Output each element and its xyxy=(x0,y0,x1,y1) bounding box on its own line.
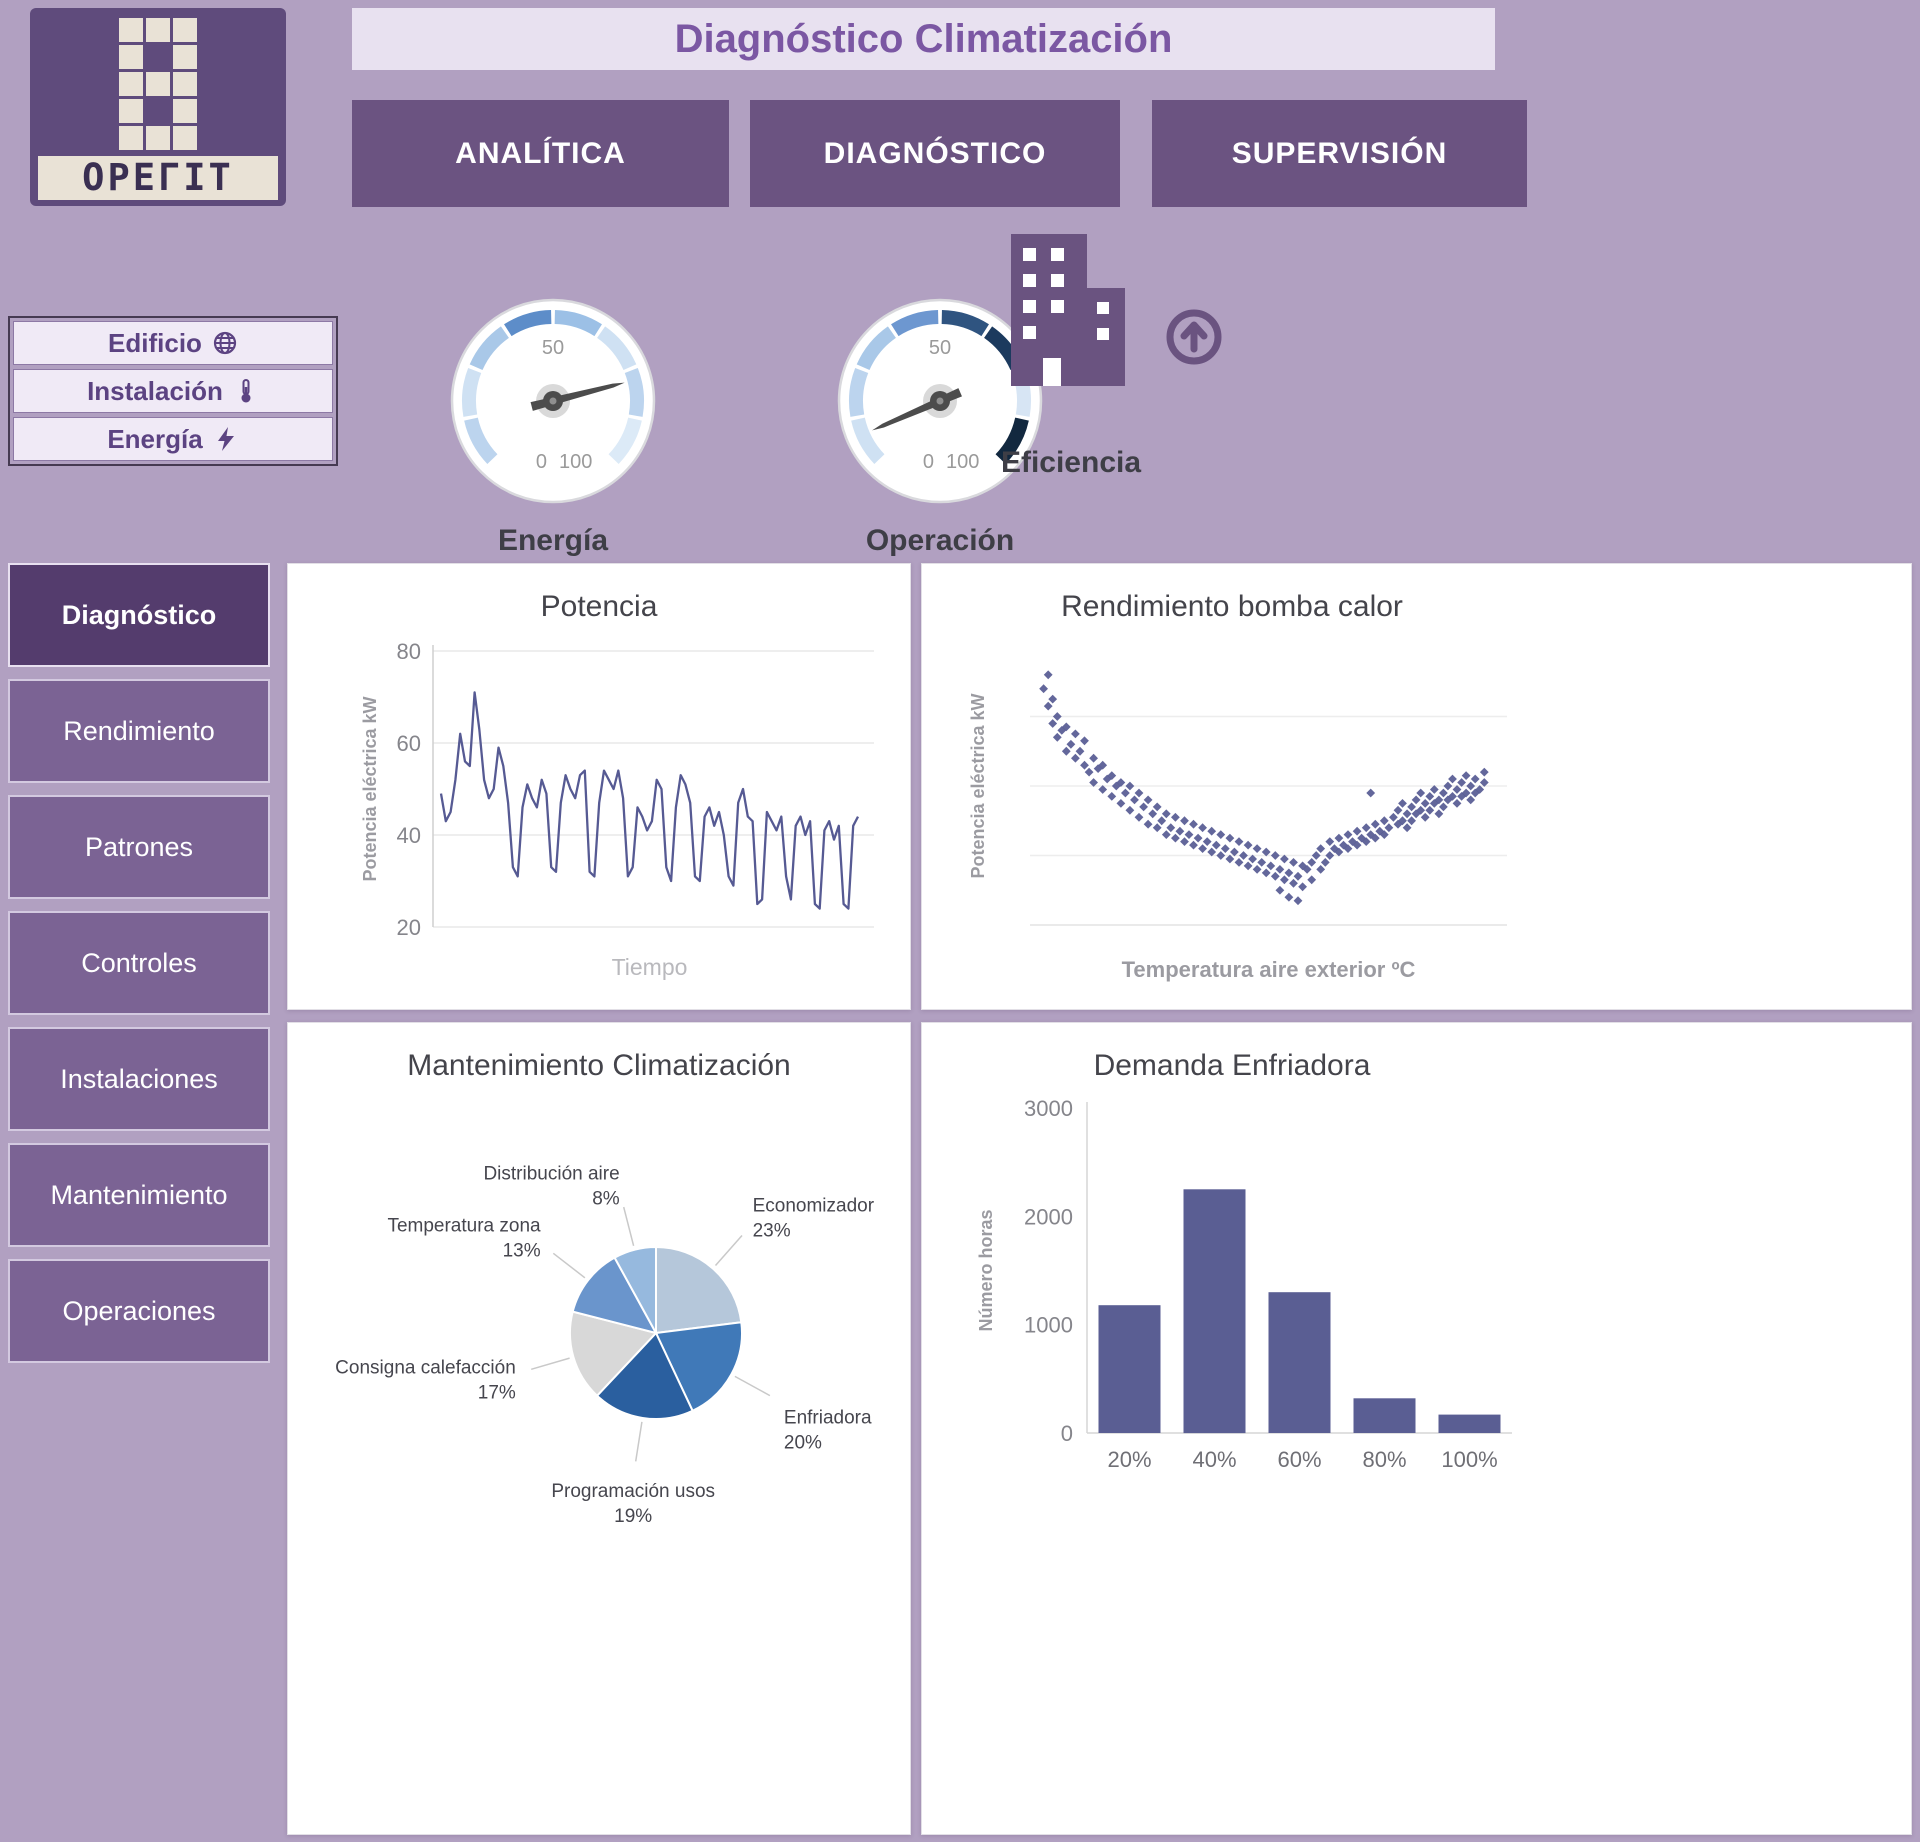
gauge-energia: 50 0 100 xyxy=(448,296,658,506)
pie-chart-mantenimiento: Economizador 23% Enfriadora 20% Programación… xyxy=(288,1088,910,1593)
sidebar-item-patrones[interactable]: Patrones xyxy=(8,795,270,899)
gauge-energia-label: Energía xyxy=(497,524,609,557)
operit-logo[interactable]: OPEΓIT xyxy=(30,8,286,206)
svg-text:0: 0 xyxy=(536,451,547,473)
card-rendimiento: Rendimiento bomba calor Temperatura aire… xyxy=(921,563,1912,1010)
chart-title-demanda: Demanda Enfriadora xyxy=(1093,1049,1371,1082)
page-title: Diagnóstico Climatización xyxy=(352,8,1495,70)
svg-text:Potencia eléctrica kW: Potencia eléctrica kW xyxy=(360,696,380,881)
card-potencia: Potencia 20 40 60 80 Tiempo Potencia eléctric… xyxy=(287,563,911,1010)
sidebar-item-rendimiento[interactable]: Rendimiento xyxy=(8,679,270,783)
svg-text:3000: 3000 xyxy=(1024,1096,1073,1121)
sidebar-item-instalaciones[interactable]: Instalaciones xyxy=(8,1027,270,1131)
filter-instalacion[interactable]: Instalación xyxy=(13,369,333,413)
building-icon xyxy=(1011,234,1125,386)
line-chart-potencia: 20 40 60 80 Tiempo Potencia eléctrica kW xyxy=(288,629,910,1010)
gauge-operacion-label: Operación xyxy=(865,524,1015,557)
svg-text:40%: 40% xyxy=(1192,1447,1236,1472)
chart-title-potencia: Potencia xyxy=(540,590,658,623)
bar-chart-demanda: 0 1000 2000 3000 20% 40% 60% 80% 100% Número hora… xyxy=(922,1088,1542,1523)
svg-text:Tiempo: Tiempo xyxy=(612,954,688,980)
svg-text:60: 60 xyxy=(397,731,421,756)
scatter-chart-rendimiento: Temperatura aire exterior ºC Potencia elé… xyxy=(922,629,1542,1010)
logo-text: OPEΓIT xyxy=(38,156,278,200)
svg-text:50: 50 xyxy=(542,337,564,359)
card-mantenimiento: Mantenimiento Climatización Economizador… xyxy=(287,1022,911,1835)
svg-text:20: 20 xyxy=(397,915,421,940)
bolt-icon xyxy=(217,427,234,451)
svg-text:1000: 1000 xyxy=(1024,1313,1073,1338)
svg-text:80: 80 xyxy=(397,639,421,664)
svg-text:20%: 20% xyxy=(1107,1447,1151,1472)
svg-text:100: 100 xyxy=(946,451,979,473)
tab-supervision[interactable]: SUPERVISIÓN xyxy=(1152,100,1527,207)
svg-text:50: 50 xyxy=(929,337,951,359)
sidebar-item-operaciones[interactable]: Operaciones xyxy=(8,1259,270,1363)
efficiency-label: Eficiencia xyxy=(1000,446,1142,479)
sidebar-item-controles[interactable]: Controles xyxy=(8,911,270,1015)
tab-analitica[interactable]: ANALÍTICA xyxy=(352,100,729,207)
chart-title-rendimiento: Rendimiento bomba calor xyxy=(1061,590,1403,623)
sidebar-menu: Diagnóstico Rendimiento Patrones Control… xyxy=(8,563,270,1375)
sidebar-item-mantenimiento[interactable]: Mantenimiento xyxy=(8,1143,270,1247)
svg-text:2000: 2000 xyxy=(1024,1204,1073,1229)
card-demanda: Demanda Enfriadora 0 1000 2000 3000 20% 40% 60… xyxy=(921,1022,1912,1835)
logo-pixel-eight-icon xyxy=(119,18,197,150)
filter-energia-label: Energía xyxy=(107,423,203,454)
filter-edificio-label: Edificio xyxy=(108,327,202,358)
svg-text:60%: 60% xyxy=(1277,1447,1321,1472)
chart-title-mantenimiento: Mantenimiento Climatización xyxy=(407,1049,791,1082)
filter-energia[interactable]: Energía xyxy=(13,417,333,461)
svg-text:40: 40 xyxy=(397,823,421,848)
svg-text:80%: 80% xyxy=(1362,1447,1406,1472)
svg-text:0: 0 xyxy=(923,451,934,473)
tab-diagnostico[interactable]: DIAGNÓSTICO xyxy=(750,100,1120,207)
filter-instalacion-label: Instalación xyxy=(87,375,223,406)
svg-text:0: 0 xyxy=(1061,1421,1073,1446)
thermometer-icon xyxy=(241,379,251,403)
svg-text:Número horas: Número horas xyxy=(976,1209,996,1331)
scope-filters: Edificio Instalación Energía xyxy=(8,316,338,466)
filter-edificio[interactable]: Edificio xyxy=(13,321,333,365)
efficiency-indicator: Eficiencia xyxy=(955,230,1265,490)
svg-text:Temperatura aire exterior ºC: Temperatura aire exterior ºC xyxy=(1122,957,1416,982)
svg-text:100%: 100% xyxy=(1441,1447,1497,1472)
arrow-up-icon xyxy=(1166,309,1222,365)
sidebar-item-diagnostico[interactable]: Diagnóstico xyxy=(8,563,270,667)
svg-text:100: 100 xyxy=(559,451,592,473)
svg-text:Potencia eléctrica kW: Potencia eléctrica kW xyxy=(968,693,988,878)
globe-icon xyxy=(213,331,237,355)
